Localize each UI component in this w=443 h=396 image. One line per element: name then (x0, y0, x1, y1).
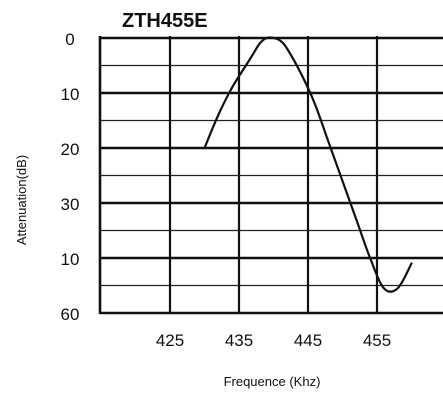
y-axis-ticks: 0 10 20 30 10 60 (61, 30, 80, 324)
series-layer (203, 36, 413, 293)
x-axis-label: Frequence (Khz) (224, 374, 321, 389)
chart-title: ZTH455E (122, 10, 208, 32)
x-axis-ticks: 425 435 445 455 (156, 331, 391, 350)
y-axis-label: Attenuation(dB) (14, 155, 29, 245)
x-tick-label: 445 (294, 331, 322, 350)
y-tick-label: 20 (61, 140, 80, 159)
grid (98, 36, 443, 315)
y-tick-label: 30 (61, 195, 80, 214)
x-tick-label: 455 (363, 331, 391, 350)
x-tick-label: 435 (225, 331, 253, 350)
x-tick-label: 425 (156, 331, 184, 350)
series-line (203, 36, 413, 293)
y-tick-label: 60 (61, 305, 80, 324)
y-tick-label: 10 (61, 250, 80, 269)
y-tick-label: 0 (65, 30, 74, 49)
y-tick-label: 10 (61, 85, 80, 104)
